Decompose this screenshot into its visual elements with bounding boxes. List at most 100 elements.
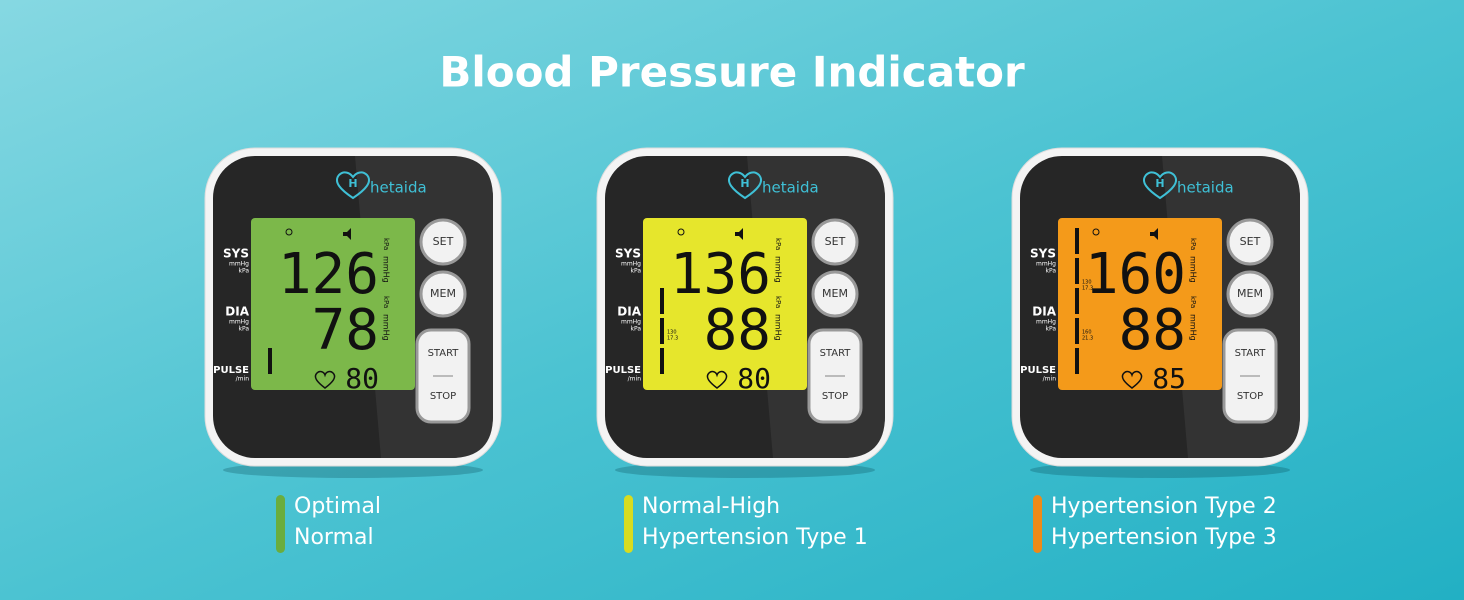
button-label: MEM: [822, 287, 848, 300]
level-segment: [1075, 258, 1079, 284]
screen-label: kPa: [1046, 268, 1057, 275]
level-segment: [660, 318, 664, 344]
legend-label: Normal: [294, 525, 374, 550]
scale-kpa: 17.3: [667, 336, 678, 342]
unit-kpa: kPa: [1189, 296, 1197, 308]
scale-kpa: 21.3: [1082, 336, 1093, 342]
screen-label: DIA: [617, 305, 641, 319]
unit-mmhg: mmHg: [1189, 314, 1198, 341]
logo-letter: H: [348, 177, 357, 190]
screen-label: PULSE: [213, 365, 249, 376]
person-icon: [285, 228, 293, 236]
unit-kpa: kPa: [1189, 238, 1197, 250]
unit-mmhg: mmHg: [382, 314, 391, 341]
button-label: STOP: [822, 391, 848, 402]
heart-icon: [1121, 370, 1143, 389]
level-segment: [1075, 228, 1079, 254]
level-segment: [1075, 348, 1079, 374]
logo-heart: [1142, 171, 1178, 200]
legend-label: Optimal: [294, 494, 381, 519]
legend-label: Hypertension Type 3: [1051, 525, 1277, 550]
button-set[interactable]: [419, 218, 467, 266]
unit-mmhg: mmHg: [774, 314, 783, 341]
level-segment: [268, 348, 272, 374]
screen-label: SYS: [223, 247, 249, 261]
screen-label: /min: [236, 376, 250, 383]
legend-label: Hypertension Type 1: [642, 525, 868, 550]
systolic-reading: 126: [278, 242, 379, 307]
button-label: START: [1235, 348, 1267, 359]
screen-label: DIA: [225, 305, 249, 319]
lcd-screen: [251, 218, 415, 390]
legend-label: Normal-High: [642, 494, 780, 519]
unit-mmhg: mmHg: [1189, 256, 1198, 283]
diastolic-reading: 88: [1119, 298, 1186, 363]
screen-label: SYS: [1030, 247, 1056, 261]
unit-kpa: kPa: [382, 296, 390, 308]
unit-label: kPa mmHg: [774, 238, 783, 283]
screen-label: PULSE: [605, 365, 641, 376]
button-label: SET: [433, 235, 454, 248]
scale-mmhg: 160: [1082, 330, 1092, 336]
button-set[interactable]: [811, 218, 859, 266]
person-icon: [677, 228, 685, 236]
button-label: SET: [1240, 235, 1261, 248]
screen-label: PULSE: [1020, 365, 1056, 376]
screen-label: kPa: [1046, 326, 1057, 333]
screen-label: kPa: [631, 326, 642, 333]
legend-swatch: [624, 495, 633, 553]
screen-label: mmHg: [621, 261, 641, 268]
level-segment: [1075, 318, 1079, 344]
heart-icon: [706, 370, 728, 389]
scale-mmhg: 130: [667, 330, 677, 336]
pulse-reading: 80: [345, 362, 379, 395]
systolic-reading: 136: [670, 242, 771, 307]
screen-label: mmHg: [1036, 261, 1056, 268]
button-mem[interactable]: [811, 270, 859, 318]
logo-letter: H: [1155, 177, 1164, 190]
person-icon: [1092, 228, 1100, 236]
button-mem[interactable]: [419, 270, 467, 318]
systolic-reading: 160: [1085, 242, 1186, 307]
screen-label: mmHg: [229, 319, 249, 326]
unit-mmhg: mmHg: [382, 256, 391, 283]
speaker-icon: [1150, 228, 1158, 240]
button-label: STOP: [1237, 391, 1263, 402]
lcd-screen: [643, 218, 807, 390]
screen-label: kPa: [631, 268, 642, 275]
unit-kpa: kPa: [774, 238, 782, 250]
button-label: START: [428, 348, 460, 359]
level-segment: [660, 288, 664, 314]
unit-label: kPa mmHg: [774, 296, 783, 341]
button-label: START: [820, 348, 852, 359]
speaker-icon: [735, 228, 743, 240]
button-set[interactable]: [1226, 218, 1274, 266]
pulse-reading: 80: [737, 362, 771, 395]
diastolic-reading: 78: [312, 298, 379, 363]
legend-swatch: [276, 495, 285, 553]
unit-kpa: kPa: [774, 296, 782, 308]
brand: hetaida: [762, 179, 819, 197]
level-segment: [1075, 288, 1079, 314]
legend-swatch: [1033, 495, 1042, 553]
brand: hetaida: [1177, 179, 1234, 197]
unit-label: kPa mmHg: [1189, 238, 1198, 283]
screen-label: /min: [1043, 376, 1057, 383]
screen-label: kPa: [239, 268, 250, 275]
page-title: Blood Pressure Indicator: [439, 48, 1025, 97]
heart-icon: [314, 370, 336, 389]
speaker-icon: [343, 228, 351, 240]
diastolic-reading: 88: [704, 298, 771, 363]
button-label: STOP: [430, 391, 456, 402]
button-label: SET: [825, 235, 846, 248]
button-mem[interactable]: [1226, 270, 1274, 318]
button-label: MEM: [1237, 287, 1263, 300]
lcd-screen: [1058, 218, 1222, 390]
screen-label: kPa: [239, 326, 250, 333]
unit-mmhg: mmHg: [774, 256, 783, 283]
screen-label: mmHg: [229, 261, 249, 268]
